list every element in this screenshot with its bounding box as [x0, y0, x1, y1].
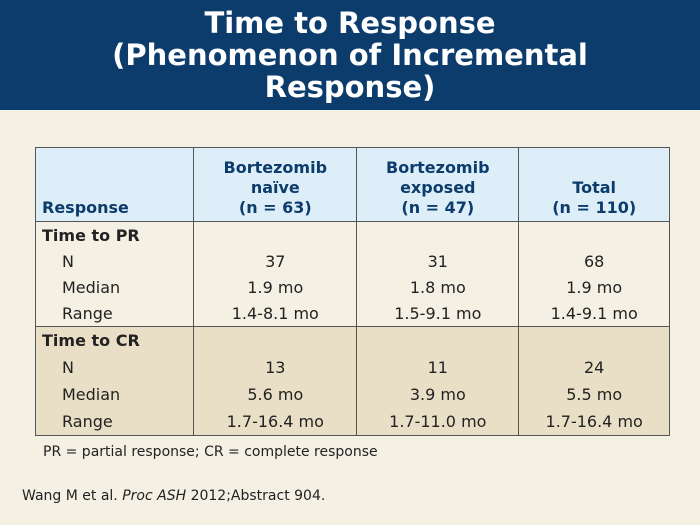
header-line: Bortezomib — [386, 158, 490, 177]
cell: 31 — [356, 248, 520, 274]
response-table: Response Bortezomib naïve (n = 63) Bortezomi… — [34, 147, 670, 436]
journal: Proc ASH — [122, 488, 187, 504]
cell: 11 — [356, 354, 520, 381]
row-label: N — [34, 248, 195, 274]
column-header: Total (n = 110) — [518, 147, 670, 222]
cell — [193, 326, 358, 354]
header-line: Response — [42, 198, 129, 217]
header-line: (n = 47) — [401, 198, 475, 217]
cell: 1.5-9.1 mo — [356, 300, 520, 327]
row-label: Range — [34, 408, 195, 436]
footnote: PR = partial response; CR = complete res… — [43, 444, 378, 460]
section-row: Time to PR — [34, 221, 670, 248]
data-row: Range 1.7-16.4 mo 1.7-11.0 mo 1.7-16.4 mo — [34, 408, 670, 436]
cell — [518, 221, 670, 248]
section-title: Time to PR — [34, 221, 195, 248]
cell: 37 — [193, 248, 358, 274]
cell: 3.9 mo — [356, 381, 520, 408]
header: Time to Response (Phenomenon of Increment… — [0, 0, 700, 110]
row-label: Median — [34, 274, 195, 300]
citation: Wang M et al. Proc ASH 2012;Abstract 904… — [22, 488, 325, 504]
data-row: Range 1.4-8.1 mo 1.5-9.1 mo 1.4-9.1 mo — [34, 300, 670, 327]
cell: 68 — [518, 248, 670, 274]
row-label: Range — [34, 300, 195, 327]
cell: 1.4-8.1 mo — [193, 300, 358, 327]
section-title: Time to CR — [34, 326, 195, 354]
cell: 1.7-16.4 mo — [518, 408, 670, 436]
authors: Wang M et al. — [22, 488, 118, 504]
row-label: Median — [34, 381, 195, 408]
cell: 1.9 mo — [518, 274, 670, 300]
column-header: Bortezomib exposed (n = 47) — [356, 147, 520, 222]
data-row: Median 1.9 mo 1.8 mo 1.9 mo — [34, 274, 670, 300]
cell: 5.5 mo — [518, 381, 670, 408]
data-row: Median 5.6 mo 3.9 mo 5.5 mo — [34, 381, 670, 408]
cell: 1.4-9.1 mo — [518, 300, 670, 327]
header-row: Response Bortezomib naïve (n = 63) Bortezomi… — [34, 147, 670, 222]
cell: 24 — [518, 354, 670, 381]
cell: 1.7-11.0 mo — [356, 408, 520, 436]
header-line: Bortezomib — [223, 158, 328, 177]
cell: 13 — [193, 354, 358, 381]
row-label: N — [34, 354, 195, 381]
header-line: (n = 110) — [552, 198, 637, 217]
cell — [518, 326, 670, 354]
data-row: N 13 11 24 — [34, 354, 670, 381]
column-header: Bortezomib naïve (n = 63) — [193, 147, 358, 222]
header-line: (n = 63) — [238, 198, 312, 217]
section-row: Time to CR — [34, 326, 670, 354]
header-line: exposed — [400, 178, 476, 197]
cell — [193, 221, 358, 248]
data-row: N 37 31 68 — [34, 248, 670, 274]
cell: 1.8 mo — [356, 274, 520, 300]
cell: 5.6 mo — [193, 381, 358, 408]
cell — [356, 221, 520, 248]
column-header: Response — [34, 147, 195, 222]
cell: 1.9 mo — [193, 274, 358, 300]
citation-rest: 2012;Abstract 904. — [190, 488, 326, 504]
title-line: (Phenomenon of Incremental — [112, 38, 588, 72]
cell — [356, 326, 520, 354]
header-line: naïve — [250, 178, 300, 197]
title-line: Response) — [264, 70, 436, 104]
cell: 1.7-16.4 mo — [193, 408, 358, 436]
title-line: Time to Response — [204, 6, 496, 40]
header-line: Total — [572, 178, 617, 197]
